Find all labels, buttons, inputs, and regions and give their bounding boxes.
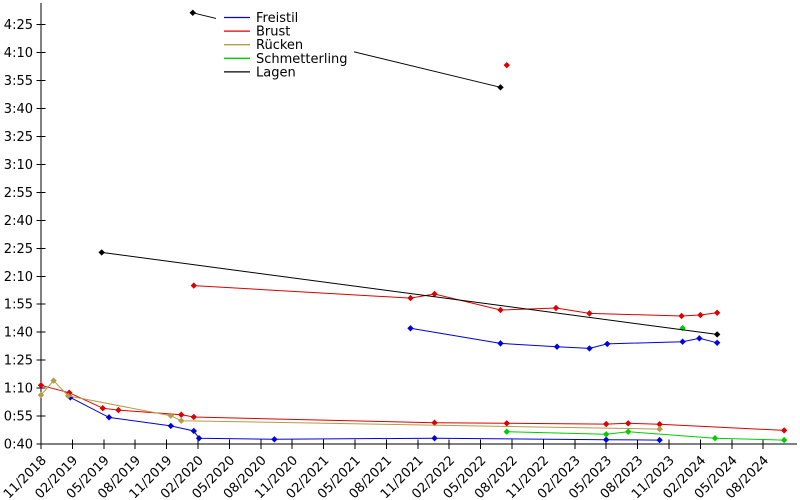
freistil-data-point-marker	[195, 435, 203, 442]
y-tick-label: 3:40	[4, 102, 33, 117]
legend-label-lagen: Lagen	[256, 65, 296, 80]
freistil-data-point-marker	[696, 335, 703, 342]
brust-data-point-marker	[586, 310, 593, 317]
r-cken-data-point-marker	[656, 425, 663, 433]
legend-item-freistil: Freistil	[224, 11, 298, 26]
lagen-data-point-marker	[189, 9, 196, 16]
freistil-data-point-marker	[603, 436, 610, 443]
y-tick-label: 1:55	[4, 298, 33, 313]
freistil-data-point-marker	[553, 343, 561, 350]
brust-data-point-marker	[503, 420, 510, 427]
brust-data-point-marker	[115, 406, 122, 414]
brust-data-point-marker	[656, 421, 663, 428]
freistil-data-point-marker	[586, 345, 593, 352]
freistil-data-point-marker	[431, 435, 438, 442]
series-freistil	[67, 325, 721, 444]
r-cken-data-point-marker	[50, 377, 57, 384]
r-cken-data-point-marker	[178, 417, 185, 424]
freistil-data-point-marker	[271, 436, 278, 443]
lagen-data-point-marker	[98, 249, 105, 256]
brust-data-point-marker	[503, 61, 510, 69]
brust-line-segment	[40, 384, 785, 431]
legend-background	[216, 6, 354, 80]
brust-data-point-marker	[497, 306, 504, 314]
series-brust	[37, 61, 788, 434]
brust-data-point-marker	[780, 427, 788, 434]
schmetterling-data-point-marker	[624, 428, 632, 435]
y-tick-label: 4:10	[4, 46, 33, 61]
freistil-line-segment	[410, 327, 718, 349]
legend-item-r-cken: Rücken	[224, 38, 303, 53]
freistil-data-point-marker	[497, 340, 504, 347]
legend-item-schmetterling: Schmetterling	[224, 52, 348, 67]
freistil-data-point-marker	[105, 414, 113, 421]
legend-item-brust: Brust	[224, 25, 290, 40]
legend-label-brust: Brust	[256, 25, 290, 40]
y-tick-label: 2:55	[4, 186, 33, 201]
y-tick-label: 2:10	[4, 270, 33, 285]
brust-data-point-marker	[178, 411, 185, 418]
freistil-data-point-marker	[407, 325, 414, 332]
freistil-data-point-marker	[656, 436, 663, 444]
y-tick-label: 4:25	[4, 18, 33, 33]
brust-data-point-marker	[624, 420, 632, 427]
freistil-data-point-marker	[167, 422, 174, 430]
brust-data-point-marker	[678, 312, 685, 320]
r-cken-data-point-marker	[167, 412, 174, 419]
freistil-data-point-marker	[604, 340, 611, 348]
brust-data-point-marker	[190, 282, 198, 289]
freistil-data-point-marker	[679, 338, 686, 345]
y-tick-label: 1:25	[4, 354, 33, 369]
lagen-data-point-marker	[497, 84, 504, 91]
r-cken-line-segment	[40, 379, 660, 430]
y-tick-label: 2:25	[4, 242, 33, 257]
brust-data-point-marker	[713, 309, 721, 317]
brust-data-point-marker	[603, 420, 610, 428]
y-tick-label: 1:40	[4, 326, 33, 341]
legend-label-freistil: Freistil	[256, 11, 298, 26]
freistil-data-point-marker	[190, 427, 198, 435]
y-tick-label: 0:55	[4, 410, 33, 425]
brust-data-point-marker	[190, 413, 198, 421]
schmetterling-data-point-marker	[780, 436, 788, 444]
legend-label-r-cken: Rücken	[256, 38, 303, 53]
series-r-cken	[37, 377, 663, 433]
lagen-data-point-marker	[713, 331, 721, 338]
legend-item-lagen: Lagen	[224, 65, 296, 80]
r-cken-data-point-marker	[65, 392, 72, 400]
brust-data-point-marker	[431, 419, 438, 426]
schmetterling-data-point-marker	[503, 428, 510, 435]
axes	[36, 3, 797, 449]
schmetterling-data-point-marker	[603, 431, 610, 438]
brust-data-point-marker	[37, 382, 45, 389]
brust-data-point-marker	[552, 304, 560, 312]
y-tick-label: 1:10	[4, 382, 33, 397]
brust-data-point-marker	[407, 294, 414, 302]
y-tick-label: 3:25	[4, 130, 33, 145]
lagen-line-segment	[101, 251, 718, 335]
y-tick-label: 3:10	[4, 158, 33, 173]
brust-data-point-marker	[431, 290, 438, 298]
brust-data-point-marker	[697, 311, 704, 319]
freistil-data-point-marker	[713, 339, 721, 347]
r-cken-data-point-marker	[37, 391, 45, 399]
legend-label-schmetterling: Schmetterling	[256, 52, 348, 67]
y-tick-label: 0:40	[4, 438, 33, 453]
brust-data-point-marker	[99, 405, 106, 412]
schmetterling-data-point-marker	[711, 435, 719, 442]
y-tick-label: 2:40	[4, 214, 33, 229]
series-lagen	[98, 9, 721, 338]
y-tick-label: 3:55	[4, 74, 33, 89]
brust-line-segment	[193, 285, 718, 317]
